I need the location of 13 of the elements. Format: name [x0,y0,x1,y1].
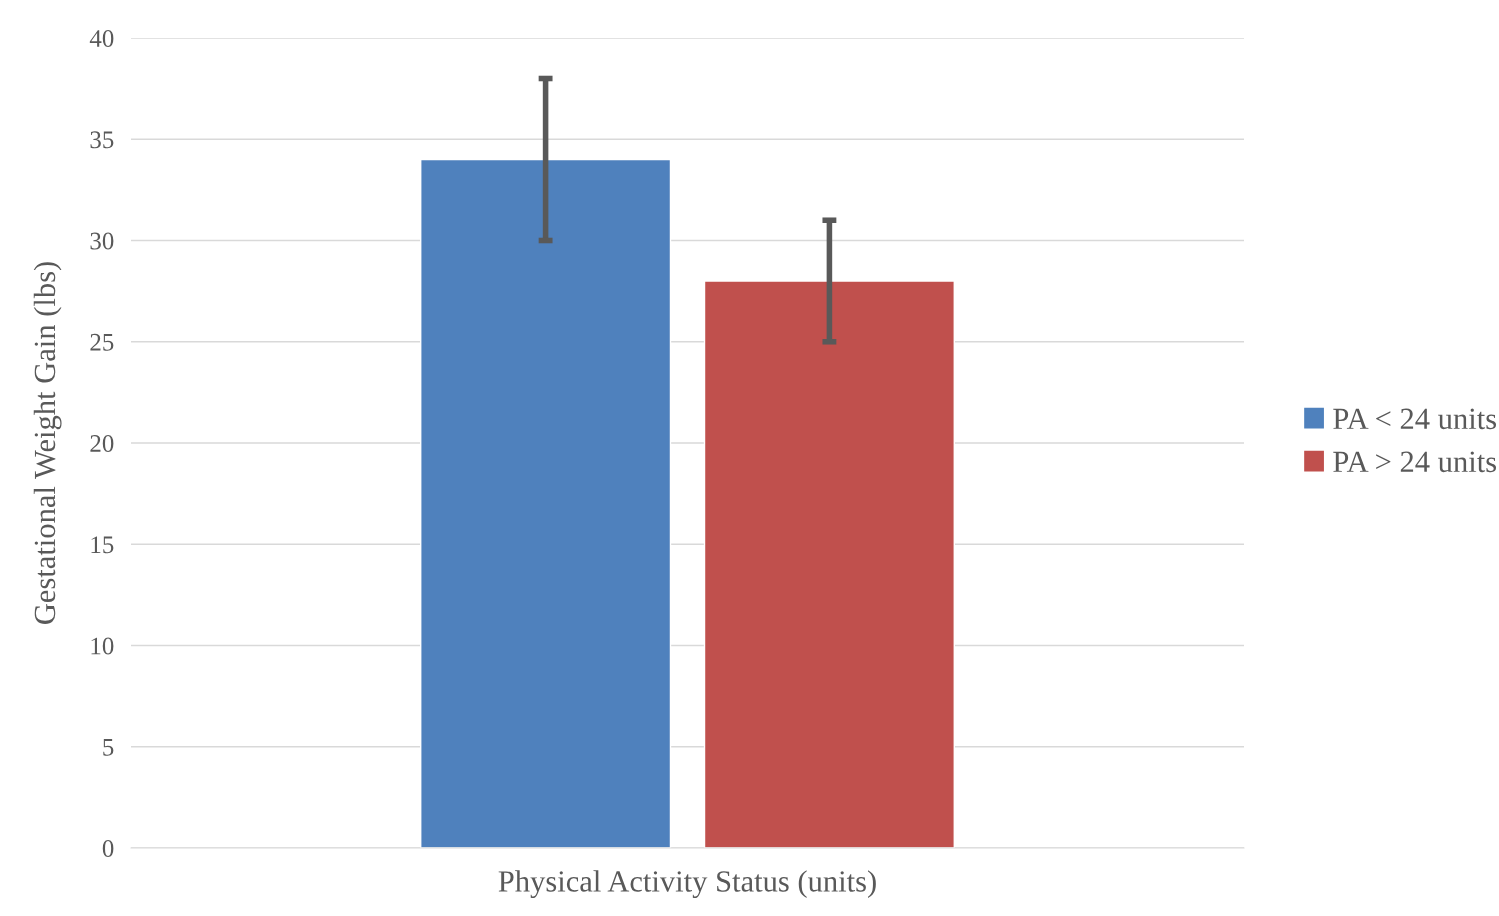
y-tick-label: 40 [89,30,114,47]
y-tick-label: 10 [91,637,114,655]
y-tick-label: 30 [90,232,114,250]
y-tick-label: 25 [90,333,114,351]
x-axis-title: Physical Activity Status (units) [498,870,876,899]
y-tick-label: 20 [90,435,114,452]
legend-label: PA > 24 units [1333,451,1496,473]
y-axis-title: Gestational Weight Gain (lbs) [33,262,62,624]
y-tick-label: 35 [90,131,114,149]
y-tick-label: 5 [103,739,114,756]
y-tick-label: 15 [91,536,114,554]
y-tick-label: 0 [102,840,114,857]
legend-label: PA < 24 units [1333,408,1496,430]
